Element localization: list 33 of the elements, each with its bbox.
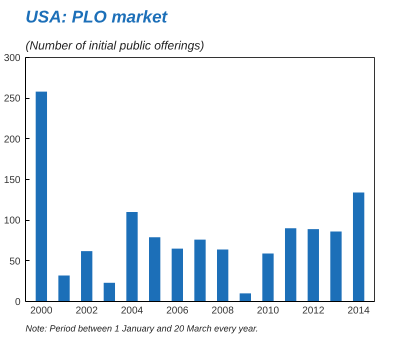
bar <box>149 237 160 302</box>
x-tick-label: 2008 <box>212 306 234 316</box>
y-tick-label: 100 <box>4 216 21 227</box>
chart-title: USA: PLO market <box>26 8 169 26</box>
y-tick-label: 300 <box>4 53 21 64</box>
y-tick-label: 0 <box>14 297 21 308</box>
x-tick-label: 2010 <box>256 306 280 316</box>
bar <box>104 282 116 302</box>
x-tick-label: 2004 <box>120 306 144 316</box>
x-tick-label: 2000 <box>30 306 53 316</box>
x-tick-label: 2002 <box>76 306 98 316</box>
bar <box>36 92 48 302</box>
y-tick-label: 150 <box>4 175 21 186</box>
bar <box>330 232 342 302</box>
x-tick-label: 2006 <box>166 306 189 316</box>
bar <box>308 229 319 302</box>
x-tick-label: 2012 <box>302 306 325 316</box>
bar <box>262 254 274 302</box>
y-tick-label: 250 <box>4 94 21 105</box>
x-tick-label: 2014 <box>348 306 370 316</box>
bar <box>284 228 296 302</box>
bar <box>126 212 138 302</box>
bar <box>352 192 364 302</box>
text: Note: Period between 1 January and 20 March every year. <box>26 324 258 334</box>
y-tick-label: 200 <box>4 134 21 146</box>
bar <box>81 251 92 302</box>
bar <box>216 249 228 302</box>
bar <box>194 240 206 302</box>
chart-subtitle: (Number of initial public offerings) <box>26 38 204 52</box>
bar <box>58 275 70 302</box>
bar <box>172 248 184 302</box>
y-tick-label: 50 <box>9 256 21 268</box>
bar <box>240 293 251 302</box>
